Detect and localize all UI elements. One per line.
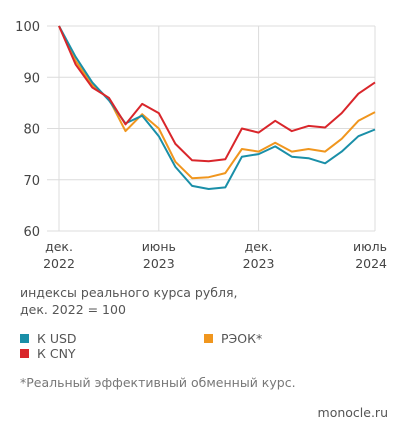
source-credit: monocle.ru bbox=[317, 405, 388, 420]
legend-label-cny: К CNY bbox=[37, 346, 76, 361]
y-tick-label: 60 bbox=[23, 225, 40, 240]
x-tick-label-month: июнь bbox=[142, 239, 176, 254]
x-tick-label-month: дек. bbox=[245, 239, 273, 254]
legend-item-usd: К USD bbox=[20, 331, 77, 346]
x-tick-label-month: дек. bbox=[45, 239, 73, 254]
legend-label-usd: К USD bbox=[37, 331, 77, 346]
legend-item-reok: РЭОК* bbox=[204, 331, 262, 346]
y-tick-label: 70 bbox=[23, 174, 40, 189]
series-line-0 bbox=[58, 25, 376, 190]
line-chart: 60 70 80 90 100 дек. 2022 июнь 2023 дек. 2023 июль… bbox=[15, 20, 387, 271]
series-lines bbox=[58, 25, 376, 190]
footnote: *Реальный эффективный обменный курс. bbox=[20, 375, 296, 390]
legend-swatch-cny bbox=[20, 349, 29, 358]
legend-label-reok: РЭОК* bbox=[221, 331, 263, 346]
chart-grid bbox=[47, 25, 376, 232]
y-tick-label: 100 bbox=[15, 20, 40, 35]
series-line-1 bbox=[58, 25, 376, 163]
chart-caption: индексы реального курса рубля, дек. 2022… bbox=[20, 284, 237, 318]
x-tick-label-month: июль bbox=[353, 239, 387, 254]
x-tick-label-year: 2023 bbox=[243, 256, 275, 271]
y-tick-label: 80 bbox=[23, 123, 40, 138]
legend-swatch-reok bbox=[204, 334, 213, 343]
legend-swatch-usd bbox=[20, 334, 29, 343]
legend-item-cny: К CNY bbox=[20, 346, 76, 361]
y-axis-ticks: 60 70 80 90 100 bbox=[15, 20, 40, 240]
caption-line-1: индексы реального курса рубля, bbox=[20, 285, 238, 300]
x-tick-label-year: 2022 bbox=[43, 256, 75, 271]
x-axis-ticks: дек. 2022 июнь 2023 дек. 2023 июль 2024 bbox=[43, 239, 387, 271]
y-tick-label: 90 bbox=[23, 71, 40, 86]
x-tick-label-year: 2023 bbox=[143, 256, 175, 271]
x-tick-label-year: 2024 bbox=[355, 256, 387, 271]
series-line-2 bbox=[58, 25, 376, 180]
caption-line-2: дек. 2022 = 100 bbox=[20, 302, 126, 317]
